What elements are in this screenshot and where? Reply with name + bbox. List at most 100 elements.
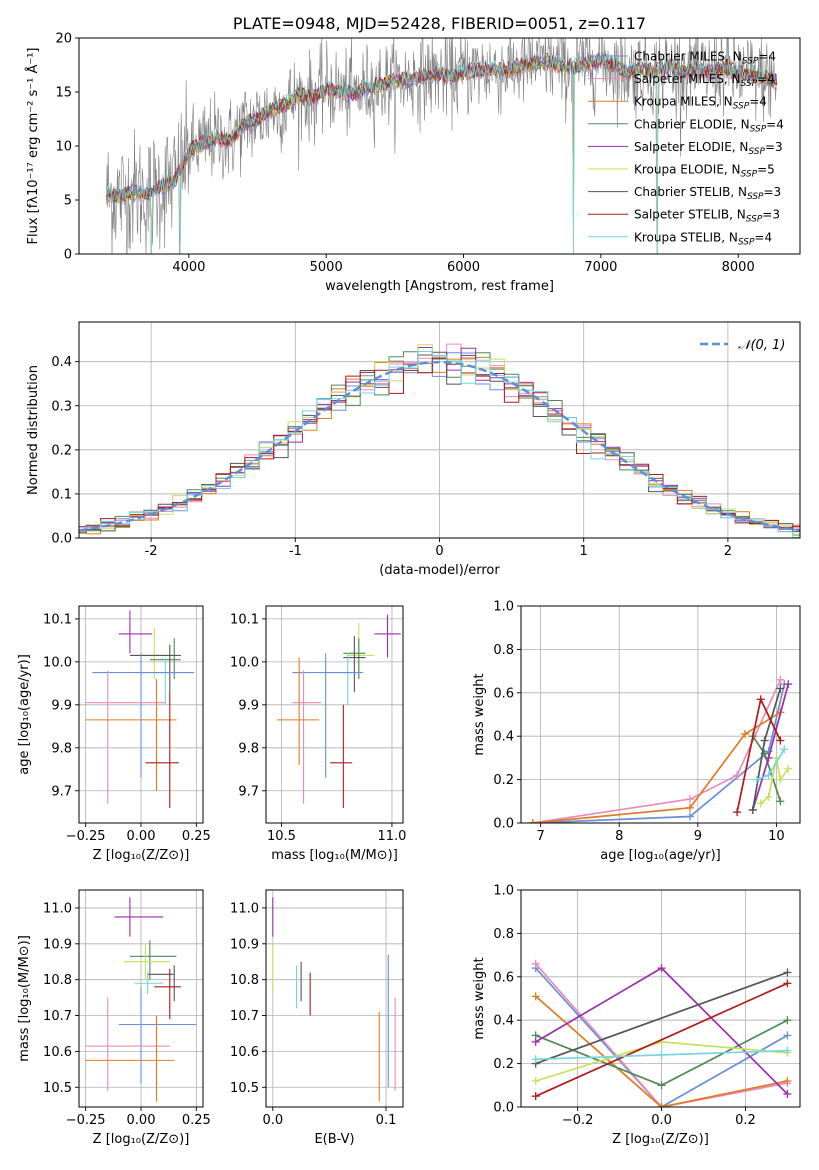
y-axis-label: mass weight [472,673,487,755]
y-tick-label: 10.6 [43,1045,72,1060]
y-tick-label: 10.7 [230,1009,259,1024]
y-tick-label: 10.1 [230,612,259,627]
y-tick-label: 0.6 [493,686,514,701]
legend-subscript: SSP [741,79,758,89]
y-tick-label: 10.5 [230,1081,259,1096]
axes-age-vs-mass: 10.5 11.0 9.7 9.8 9.9 10.0 10.1 mass [log₁₀(M/M… [230,605,406,863]
x-tick-label: 0.0 [262,1113,283,1128]
x-axis-label: (data-model)/error [379,563,500,578]
histogram-series [79,357,800,531]
axes-residuals: -2 -1 0 1 2 0.0 0.1 0.2 0.3 0.4 (data-model)/error… [26,321,801,578]
plot-area-mass-vs-Z [85,897,197,1102]
axes-overlay-mass-vs-Z: −0.25 0.00 0.25 10.5 10.6 10.7 10.8 10.9 11.0 Z [… [17,889,211,1147]
axes-weight-vs-Z: −0.2 0.0 0.2 0.0 0.2 0.4 0.6 0.8 1.0 Z [log₁₀(Z/Z… [472,884,801,1147]
weight-series-line [532,711,781,823]
y-tick-label: 0.0 [493,1101,514,1116]
x-tick-label: 7000 [584,260,617,275]
axes-frame [520,889,801,1108]
legend-entry: Salpeter MILES, NSSP=4 [634,72,775,89]
legend-label: Salpeter MILES, N [634,72,741,86]
x-tick-label: 4000 [172,260,205,275]
legend-subscript: SSP [741,170,758,180]
y-tick-label: 20 [55,32,72,47]
y-tick-label: 10.0 [43,655,72,670]
plot-area-age-vs-mass [277,614,401,808]
x-tick-label: 0.1 [376,1113,397,1128]
x-tick-label: 0 [435,544,443,559]
legend-subscript: SSP [750,124,767,134]
x-axis-label: Z [log₁₀(Z/Z⊙)] [612,1132,709,1147]
x-axis-label: E(B-V) [314,1132,354,1147]
legend-suffix: =3 [765,140,783,154]
legend-entry: Chabrier MILES, NSSP=4 [634,50,776,67]
x-tick-label: 0.00 [127,1113,156,1128]
y-tick-label: 0 [64,248,72,263]
y-tick-label: 9.7 [51,784,72,799]
y-tick-label: 0.8 [493,927,514,942]
y-tick-label: 10.9 [230,937,259,952]
x-tick-label: 11.0 [377,829,406,844]
y-tick-label: 10.1 [43,612,72,627]
x-tick-label: 7 [537,829,545,844]
y-axis-label: Flux [fλ10⁻¹⁷ erg cm⁻² s⁻¹ Å⁻¹] [25,48,41,245]
legend-subscript: SSP [738,237,755,247]
legend-subscript: SSP [742,57,759,67]
y-tick-label: 10.9 [43,937,72,952]
y-tick-label: 0.2 [493,773,514,788]
x-tick-label: 0.25 [182,1113,211,1128]
y-tick-label: 0.8 [493,643,514,658]
y-tick-label: 1.0 [493,600,514,615]
axes-mass-vs-Z: −0.25 0.00 0.25 10.5 10.6 10.7 10.8 10.9 11.0 Z [… [17,889,211,1147]
x-tick-label: 10.5 [267,829,296,844]
y-tick-label: 0.2 [51,443,72,458]
axes-overlay-age-vs-Z: −0.25 0.00 0.25 9.7 9.8 9.9 10.0 10.1 Z [log₁₀(Z… [17,605,211,863]
plot-area-age-vs-Z [85,610,195,808]
y-axis-label: mass [log₁₀(M/M⊙)] [17,935,32,1062]
y-tick-label: 0.6 [493,970,514,985]
legend-label: Chabrier STELIB, N [634,185,747,199]
legend-label: Chabrier MILES, N [634,50,742,64]
y-tick-label: 11.0 [43,901,72,916]
y-tick-label: 0.3 [51,399,72,414]
plot-area-weight-vs-Z [531,959,792,1107]
legend-suffix: =4 [749,95,767,109]
legend-label: Salpeter STELIB, N [634,208,746,222]
y-axis-label: Normed distribution [26,365,41,495]
legend-entry: Kroupa ELODIE, NSSP=5 [634,163,775,180]
y-tick-label: 10.0 [230,655,259,670]
legend-subscript: SSP [747,192,764,202]
axes-frame [520,605,801,824]
x-tick-label: 1 [580,544,588,559]
x-tick-label: 5000 [310,260,343,275]
axes-mass-vs-ebv: 0.0 0.1 10.5 10.6 10.7 10.8 10.9 11.0 E(B-V) [230,889,404,1147]
legend-label: Kroupa ELODIE, N [634,163,741,177]
y-tick-label: 10.8 [230,973,259,988]
chart-title: PLATE=0948, MJD=52428, FIBERID=0051, z=0… [233,14,646,33]
legend-label: Salpeter ELODIE, N [634,140,748,154]
x-tick-label: 6000 [447,260,480,275]
x-axis-label: Z [log₁₀(Z/Z⊙)] [93,848,190,863]
x-tick-label: 9 [694,829,702,844]
legend-entry: Chabrier STELIB, NSSP=3 [634,185,781,202]
y-tick-label: 9.8 [238,741,259,756]
weight-series-line [532,683,786,823]
legend-entry: Salpeter STELIB, NSSP=3 [634,208,780,225]
legend-label: Kroupa STELIB, N [634,230,738,244]
x-tick-label: -2 [145,544,158,559]
legend-subscript: SSP [748,147,765,157]
weight-series-line [535,982,788,1097]
x-axis-label: wavelength [Angstrom, rest frame] [325,279,554,294]
y-tick-label: 10 [55,140,72,155]
x-tick-label: 8 [615,829,623,844]
x-tick-label: −0.25 [66,829,106,844]
y-tick-label: 11.0 [230,901,259,916]
plot-area-mass-vs-ebv [272,897,396,1102]
y-tick-label: 9.7 [238,784,259,799]
y-tick-label: 0.4 [493,730,514,745]
axes-overlay-weight-vs-Z: −0.2 0.0 0.2 0.0 0.2 0.4 0.6 0.8 1.0 Z [log₁₀(Z/Z… [472,884,801,1147]
weight-series-line [535,963,788,1107]
y-tick-label: 5 [64,194,72,209]
y-tick-label: 9.9 [238,698,259,713]
axes-spectrum: 4000 5000 6000 7000 8000 0 5 10 15 20 wavelength [… [25,14,801,294]
